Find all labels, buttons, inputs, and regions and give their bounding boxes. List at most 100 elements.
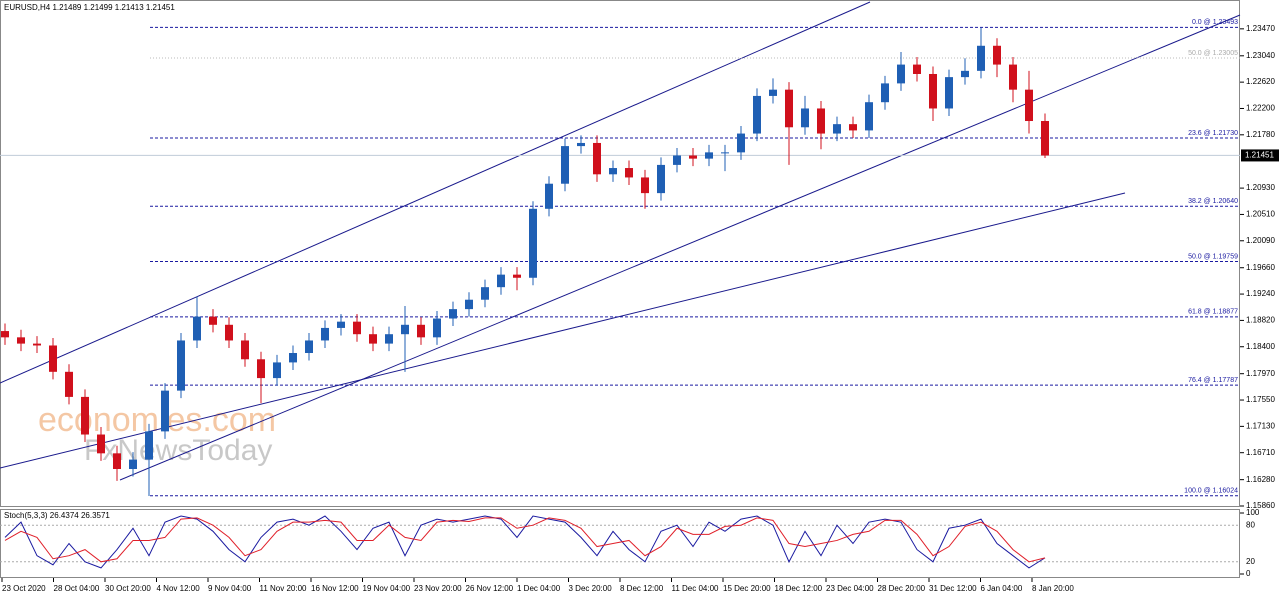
x-tick-label: 1 Dec 04:00 [517, 584, 561, 593]
x-tick-label: 23 Oct 2020 [2, 584, 46, 593]
candle-body [785, 89, 793, 128]
last-price-box [1241, 149, 1279, 162]
candle-body [289, 353, 297, 363]
candle-body [273, 362, 281, 379]
x-tick-label: 6 Jan 04:00 [981, 584, 1023, 593]
candle-body [177, 340, 185, 391]
main-panel [0, 0, 1240, 507]
y-tick-label: 1.18820 [1246, 316, 1275, 325]
x-tick-label: 19 Nov 04:00 [363, 584, 411, 593]
candle-body [929, 73, 937, 109]
candle-body [433, 318, 441, 338]
candle-body [17, 337, 25, 344]
stoch-tick-label: 0 [1246, 569, 1251, 578]
y-tick-label: 1.20090 [1246, 236, 1275, 245]
candle-body [993, 45, 1001, 65]
y-tick-label: 1.17550 [1246, 395, 1275, 404]
trend-lines [0, 1, 1241, 481]
stoch-tick-label: 80 [1246, 520, 1255, 529]
fib-label: 61.8 @ 1.18877 [1188, 309, 1238, 316]
x-tick-label: 11 Nov 20:00 [260, 584, 308, 593]
candle-body [913, 64, 921, 74]
y-tick-label: 1.19240 [1246, 289, 1275, 298]
candle-body [545, 183, 553, 209]
y-tick-label: 1.23040 [1246, 51, 1275, 60]
stoch-tick-label: 100 [1246, 508, 1260, 517]
candle-body [737, 133, 745, 153]
x-tick-label: 18 Dec 12:00 [775, 584, 823, 593]
candle-body [481, 287, 489, 300]
candle-body [705, 152, 713, 159]
candle-body [449, 309, 457, 319]
stoch-panel [0, 509, 1240, 578]
candle-body [625, 168, 633, 178]
candle-body [241, 340, 249, 360]
candle-body [321, 327, 329, 341]
candle-body [1009, 64, 1017, 90]
stoch-tick-label: 20 [1246, 557, 1255, 566]
fib-label: 38.2 @ 1.20640 [1188, 198, 1238, 205]
y-tick-label: 1.22200 [1246, 104, 1275, 113]
candle-body [561, 146, 569, 184]
candle-body [49, 345, 57, 372]
fib-label: 23.6 @ 1.21730 [1188, 130, 1238, 137]
watermark: FxNewsToday [84, 434, 272, 467]
candle-body [497, 274, 505, 288]
y-tick-label: 1.15860 [1246, 501, 1275, 510]
candle-body [753, 95, 761, 134]
candle-body [833, 124, 841, 134]
y-tick-label: 1.18400 [1246, 342, 1275, 351]
stoch-line [4, 517, 1046, 563]
x-tick-label: 9 Nov 04:00 [208, 584, 252, 593]
candle-body [881, 83, 889, 103]
y-tick-label: 1.21780 [1246, 130, 1275, 139]
fib-label: 0.0 @ 1.23493 [1192, 19, 1238, 26]
candle-body [225, 324, 233, 341]
x-tick-label: 23 Dec 04:00 [826, 584, 874, 593]
candle-body [129, 459, 137, 470]
candle-body [209, 316, 217, 325]
x-tick-label: 3 Dec 20:00 [569, 584, 613, 593]
candle-body [161, 390, 169, 432]
candle-body [193, 316, 201, 341]
candle-body [97, 434, 105, 454]
candle-body [849, 124, 857, 131]
x-tick-label: 16 Nov 12:00 [311, 584, 359, 593]
candle-body [1025, 89, 1033, 122]
x-tick-label: 28 Oct 04:00 [54, 584, 100, 593]
y-tick-label: 1.17970 [1246, 369, 1275, 378]
watermark: economies.com [38, 401, 276, 439]
x-tick-label: 11 Dec 04:00 [672, 584, 720, 593]
candle-body [721, 152, 729, 154]
x-tick-label: 4 Nov 12:00 [157, 584, 201, 593]
candle-body [353, 321, 361, 335]
candle-body [33, 343, 41, 346]
x-tick-label: 8 Dec 12:00 [620, 584, 664, 593]
candle-body [337, 321, 345, 328]
candle-body [577, 142, 585, 147]
candle-body [593, 142, 601, 175]
candle-body [961, 70, 969, 78]
candle-body [897, 64, 905, 84]
candle-body [65, 371, 73, 397]
stoch-header: Stoch(5,3,3) 26.4374 26.3571 [4, 511, 110, 520]
candle-body [817, 108, 825, 134]
y-tick-label: 1.20510 [1246, 210, 1275, 219]
candle-body [465, 299, 473, 310]
x-tick-label: 8 Jan 20:00 [1032, 584, 1074, 593]
candle-body [513, 274, 521, 278]
y-tick-label: 1.20930 [1246, 183, 1275, 192]
candle-body [609, 168, 617, 175]
x-tick-label: 30 Oct 20:00 [105, 584, 151, 593]
y-tick-label: 1.17130 [1246, 421, 1275, 430]
candle-body [1041, 121, 1049, 156]
candle-body [945, 77, 953, 109]
candle-body [401, 324, 409, 335]
fib-label: 50.0 @ 1.19759 [1188, 253, 1238, 260]
candle-body [113, 453, 121, 470]
candle-body [417, 324, 425, 338]
y-tick-label: 1.19660 [1246, 263, 1275, 272]
y-tick-label: 1.16710 [1246, 448, 1275, 457]
y-tick-label: 1.22620 [1246, 77, 1275, 86]
candle-body [657, 164, 665, 194]
